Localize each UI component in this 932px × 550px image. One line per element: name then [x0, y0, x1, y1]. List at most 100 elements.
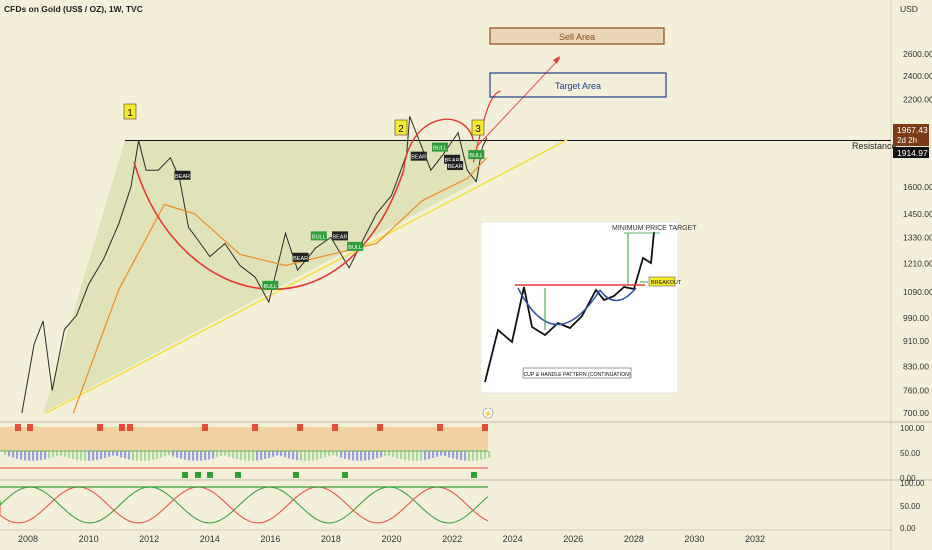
osc1-bar: [156, 451, 159, 459]
signal-label: BEAR: [410, 151, 427, 161]
osc1-bar: [452, 451, 455, 459]
svg-text:1: 1: [127, 108, 133, 119]
osc1-sell-marker: [482, 424, 488, 431]
main-price-pane[interactable]: [21, 56, 891, 414]
osc1-buy-marker: [235, 472, 241, 478]
svg-text:2: 2: [398, 124, 404, 135]
osc1-bar: [388, 451, 391, 456]
osc1-bar: [280, 451, 283, 457]
osc1-bar: [220, 451, 223, 457]
x-tick-label: 2024: [503, 534, 523, 544]
events-icon[interactable]: ⚡: [482, 407, 494, 419]
osc1-bar: [260, 451, 263, 460]
svg-text:BULL: BULL: [263, 284, 277, 290]
y-tick-label: 910.00: [903, 336, 929, 346]
osc1-bar: [52, 451, 55, 458]
osc1-bar: [320, 451, 323, 459]
osc2-tick-label: 100.00: [900, 479, 925, 488]
osc1-sell-marker: [297, 424, 303, 431]
osc1-bar: [232, 451, 235, 459]
svg-text:⚡: ⚡: [484, 409, 493, 418]
svg-text:BULL: BULL: [433, 146, 447, 152]
osc1-bar: [400, 451, 403, 460]
y-tick-label: 760.00: [903, 386, 929, 396]
y-tick-label: 2600.00: [903, 49, 932, 59]
osc1-bar: [108, 451, 111, 457]
y-tick-label: 1600.00: [903, 182, 932, 192]
target-area-box[interactable]: Target Area: [489, 72, 667, 98]
handle-curve[interactable]: [402, 118, 474, 171]
osc1-bar: [124, 451, 127, 459]
osc2-red-line: [0, 486, 489, 524]
osc1-bar: [288, 451, 291, 459]
osc1-bar: [296, 451, 299, 461]
svg-text:BULL: BULL: [312, 234, 326, 240]
osc1-bar: [312, 451, 315, 461]
osc1-bar: [40, 451, 43, 461]
x-tick-label: 2020: [381, 534, 401, 544]
osc1-sell-marker: [15, 424, 21, 431]
osc1-bar: [200, 451, 203, 461]
osc1-bar: [396, 451, 399, 459]
osc1-sell-marker: [377, 424, 383, 431]
osc1-sell-marker: [252, 424, 258, 431]
osc1-bar: [164, 451, 167, 457]
inset-target-label: MINIMUM PRICE TARGET: [612, 225, 697, 232]
osc1-bar: [188, 451, 191, 461]
osc1-bar: [484, 451, 487, 459]
osc1-bar: [196, 451, 199, 461]
inset-breakout-label: BREAKOUT: [651, 280, 682, 286]
svg-text:BEAR: BEAR: [448, 164, 463, 170]
osc1-bar: [136, 451, 139, 461]
osc1-bar: [96, 451, 99, 460]
pattern-shaded-area: [43, 140, 480, 413]
osc1-buy-marker: [195, 472, 201, 478]
oscillator-pane-1[interactable]: [0, 424, 491, 478]
osc1-bar: [460, 451, 463, 461]
osc1-bar: [36, 451, 39, 461]
y-tick-label: 1090.00: [903, 287, 932, 297]
osc1-bar: [112, 451, 115, 456]
resistance-label: Resistance: [852, 141, 897, 151]
osc1-bar: [272, 451, 275, 457]
osc2-green-line: [0, 486, 489, 524]
signal-label: BULL: [347, 241, 364, 251]
pattern-point-3: 3: [471, 119, 485, 136]
pattern-point-2: 2: [394, 119, 408, 136]
x-tick-label: 2018: [321, 534, 341, 544]
price-axis: 700.00 760.00 830.00 910.00 990.00 1090.00 121…: [903, 49, 932, 418]
osc1-bar: [224, 451, 227, 456]
support-trendline[interactable]: [45, 139, 568, 414]
svg-text:BEAR: BEAR: [175, 174, 190, 180]
y-tick-label: 1330.00: [903, 232, 932, 242]
sell-area-box[interactable]: Sell Area: [489, 27, 665, 45]
projection-arrow-head: [553, 56, 560, 64]
osc1-bar: [268, 451, 271, 459]
osc1-bar: [12, 451, 15, 458]
osc1-bar: [132, 451, 135, 461]
osc1-bar: [120, 451, 123, 458]
y-tick-label: 2400.00: [903, 71, 932, 81]
oscillator-pane-2[interactable]: [0, 486, 489, 524]
target-area-label: Target Area: [555, 81, 601, 91]
y-tick-label: 990.00: [903, 313, 929, 323]
signal-label: BEAR: [174, 170, 191, 180]
projection-arrow-line[interactable]: [475, 57, 561, 148]
osc1-bar: [264, 451, 267, 460]
osc1-buy-marker: [207, 472, 213, 478]
osc1-bar: [348, 451, 351, 460]
osc1-bar: [432, 451, 435, 458]
osc1-bar: [240, 451, 243, 460]
osc1-bar: [32, 451, 35, 461]
osc1-sell-marker: [97, 424, 103, 431]
osc1-bar: [292, 451, 295, 460]
y-tick-label: 1210.00: [903, 258, 932, 268]
osc1-bar: [76, 451, 79, 460]
x-tick-label: 2032: [745, 534, 765, 544]
osc1-bar: [160, 451, 163, 458]
osc1-bar: [424, 451, 427, 460]
moving-average-line[interactable]: [72, 157, 488, 414]
osc1-bar: [184, 451, 187, 460]
